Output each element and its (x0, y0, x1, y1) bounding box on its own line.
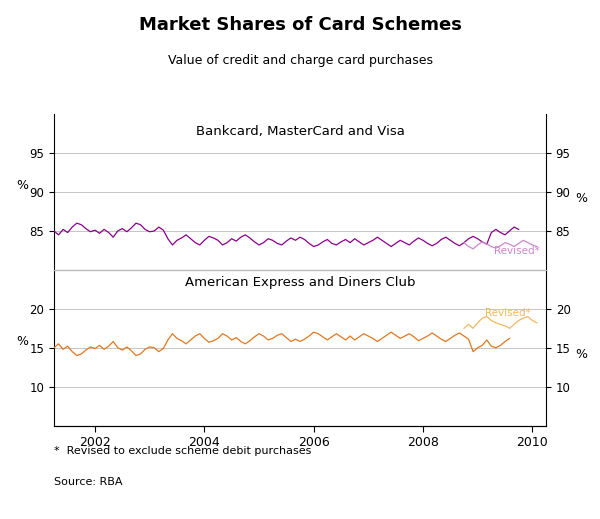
Y-axis label: %: % (576, 192, 588, 205)
Text: Source: RBA: Source: RBA (54, 477, 122, 487)
Text: Market Shares of Card Schemes: Market Shares of Card Schemes (139, 16, 461, 34)
Y-axis label: %: % (16, 335, 28, 348)
Y-axis label: %: % (16, 179, 28, 192)
Text: Revised*: Revised* (485, 308, 531, 318)
Text: Revised*: Revised* (494, 245, 540, 255)
Text: Value of credit and charge card purchases: Value of credit and charge card purchase… (167, 54, 433, 67)
Y-axis label: %: % (576, 348, 588, 361)
Text: American Express and Diners Club: American Express and Diners Club (185, 276, 415, 289)
Text: *  Revised to exclude scheme debit purchases: * Revised to exclude scheme debit purcha… (54, 446, 311, 456)
Text: Bankcard, MasterCard and Visa: Bankcard, MasterCard and Visa (196, 125, 404, 138)
